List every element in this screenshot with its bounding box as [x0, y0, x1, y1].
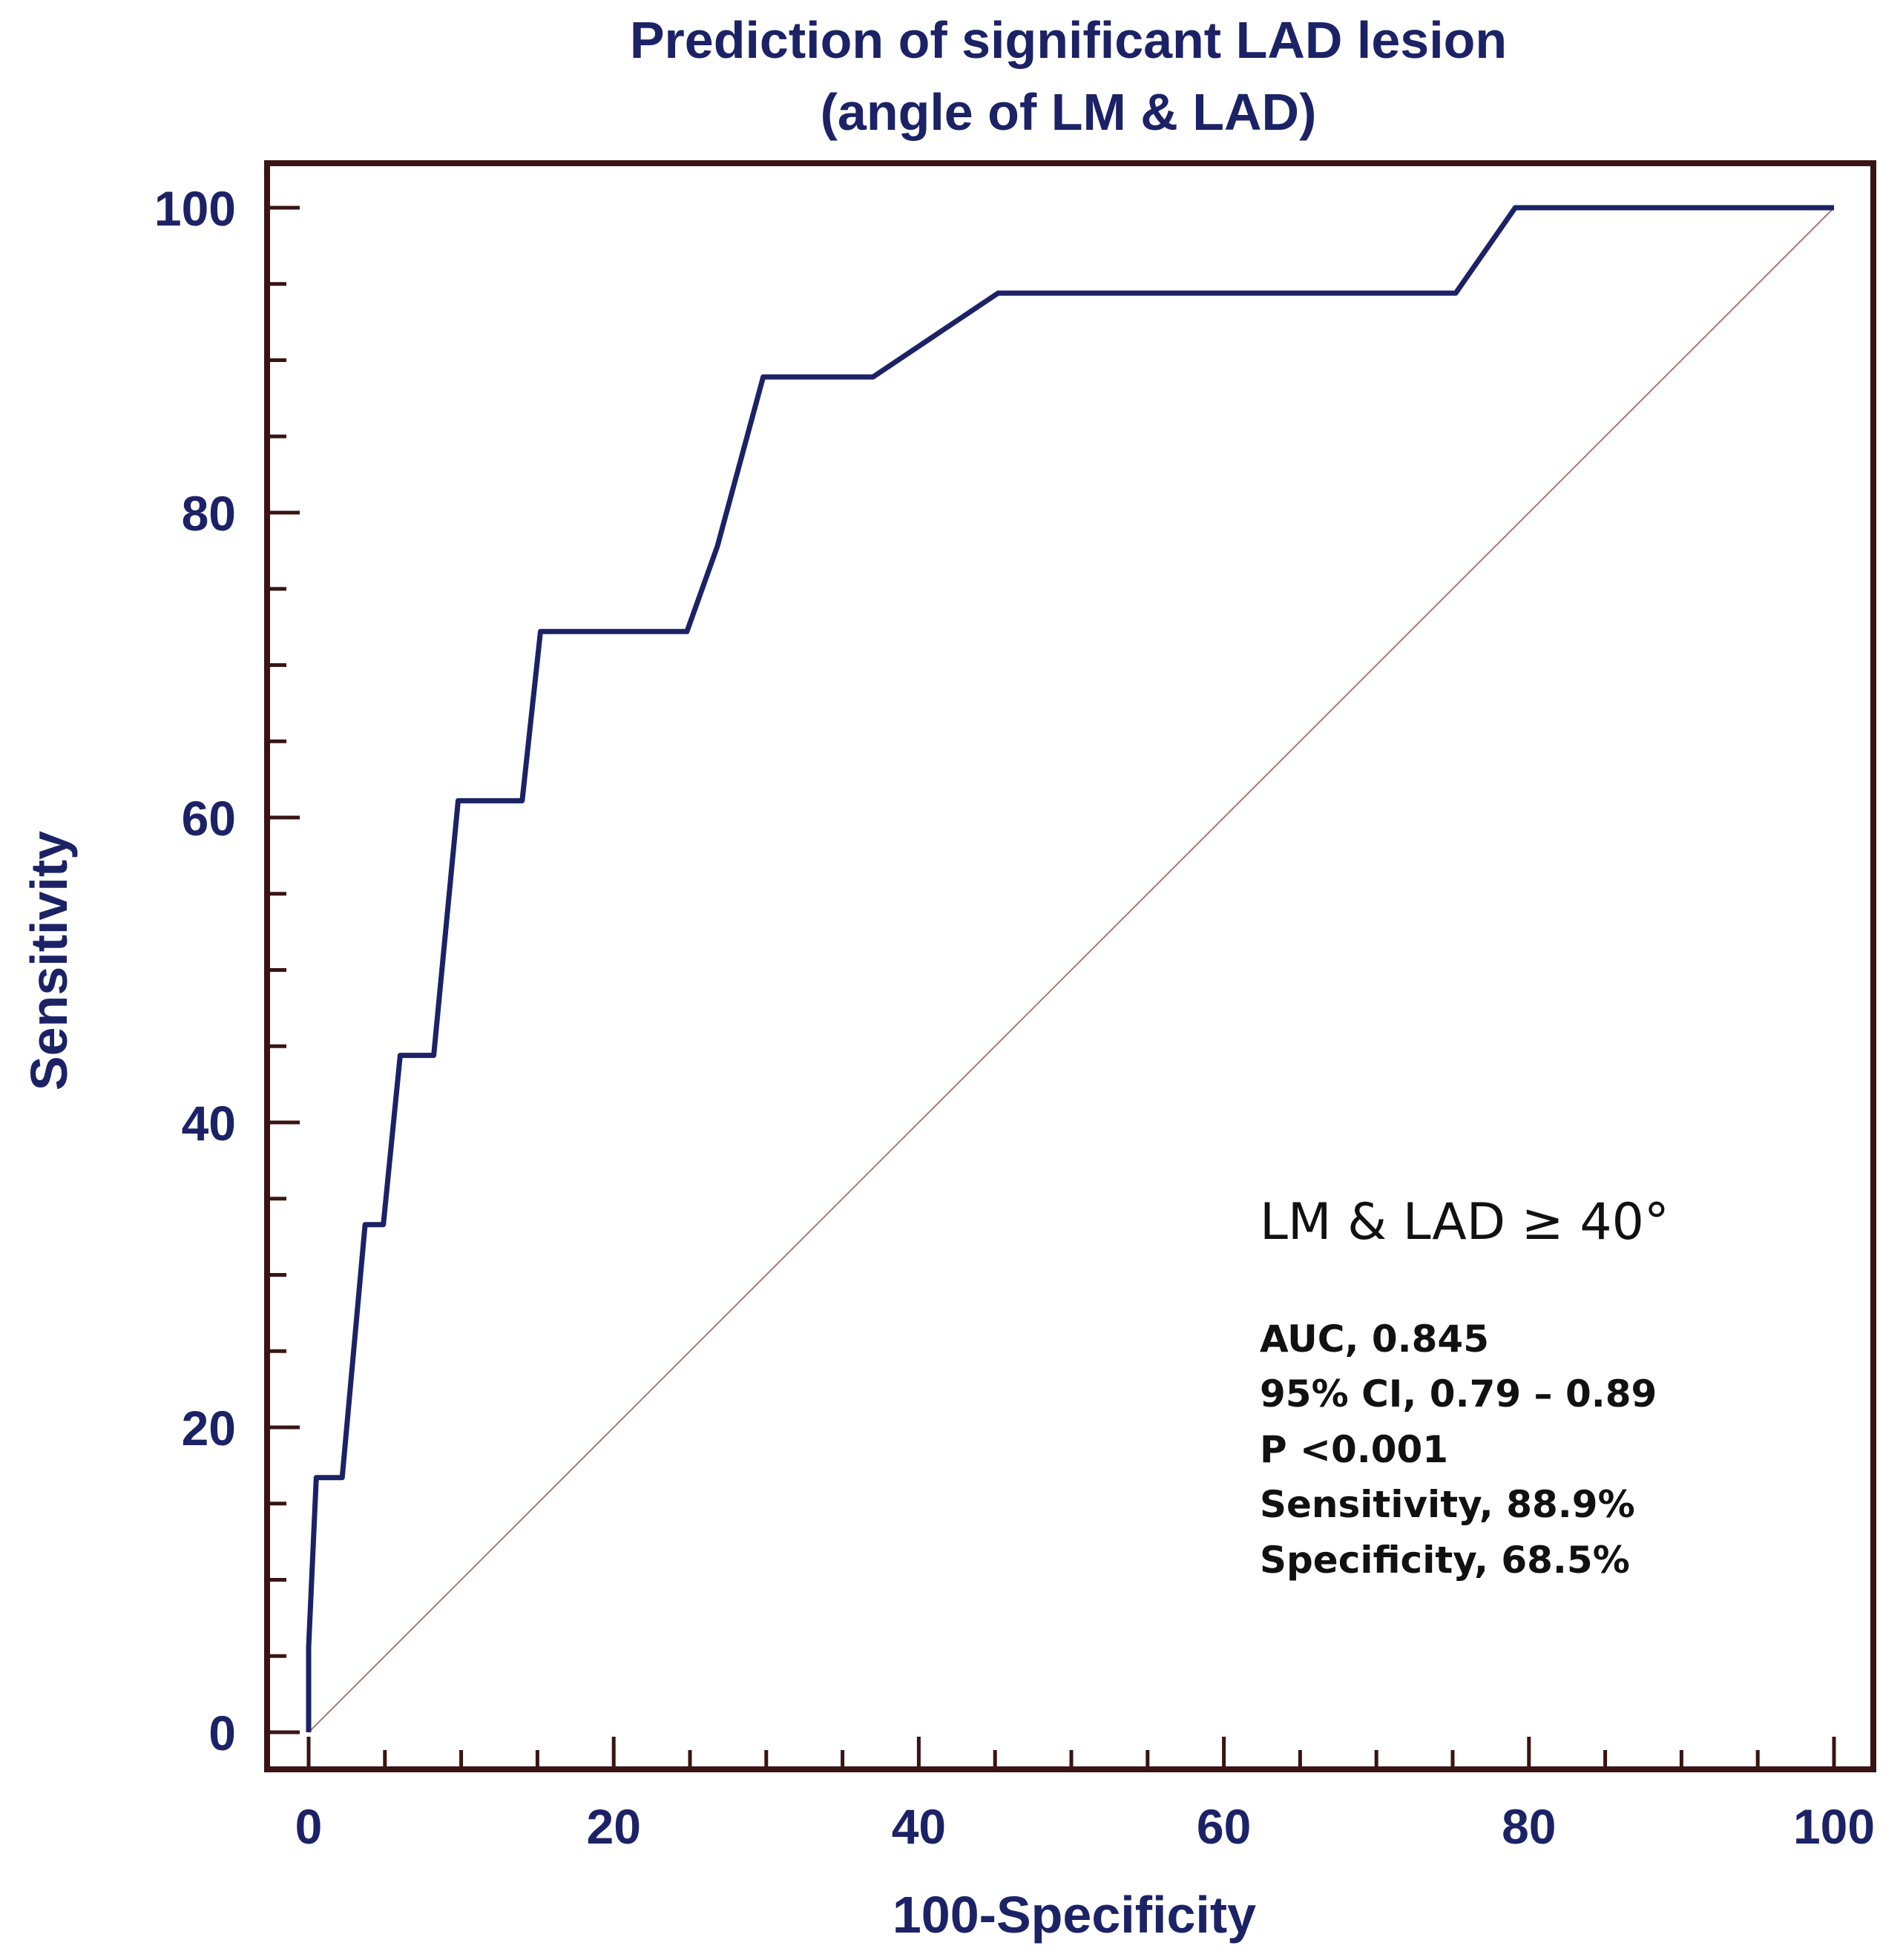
chart-title-line-2: (angle of LM & LAD)	[821, 83, 1317, 141]
annotation-sensitivity: Sensitivity, 88.9%	[1260, 1483, 1635, 1526]
x-tick-label: 0	[295, 1799, 323, 1854]
annotation-ci: 95% CI, 0.79 – 0.89	[1260, 1372, 1657, 1415]
y-tick-labels: 0 20 40 60 80 100	[154, 181, 236, 1760]
y-tick-label: 40	[182, 1096, 236, 1151]
reference-diagonal-line	[308, 207, 1835, 1733]
annotation-p-value: P <0.001	[1260, 1428, 1448, 1471]
annotation-heading: LM & LAD ≥ 40°	[1260, 1193, 1669, 1252]
annotation-box: LM & LAD ≥ 40° AUC, 0.845 95% CI, 0.79 –…	[1260, 1193, 1669, 1582]
y-tick-label: 60	[182, 791, 236, 846]
x-tick-label: 60	[1197, 1799, 1251, 1854]
roc-curve-line	[306, 205, 1834, 1732]
x-tick-label: 20	[586, 1799, 640, 1854]
y-axis-label: Sensitivity	[20, 831, 78, 1091]
y-tick-label: 20	[182, 1401, 236, 1456]
x-tick-label: 80	[1502, 1799, 1556, 1854]
annotation-specificity: Specificity, 68.5%	[1260, 1539, 1630, 1582]
y-tick-label: 80	[182, 486, 236, 541]
x-tick-label: 40	[892, 1799, 946, 1854]
x-axis-label: 100-Specificity	[893, 1886, 1256, 1944]
chart-title-line-1: Prediction of significant LAD lesion	[630, 11, 1507, 69]
x-tick-labels: 0 20 40 60 80 100	[295, 1799, 1875, 1854]
plot-frame	[264, 160, 1876, 1772]
x-tick-label: 100	[1793, 1799, 1875, 1854]
annotation-auc: AUC, 0.845	[1260, 1318, 1489, 1361]
y-tick-label: 0	[208, 1706, 236, 1760]
y-tick-label: 100	[154, 181, 236, 236]
